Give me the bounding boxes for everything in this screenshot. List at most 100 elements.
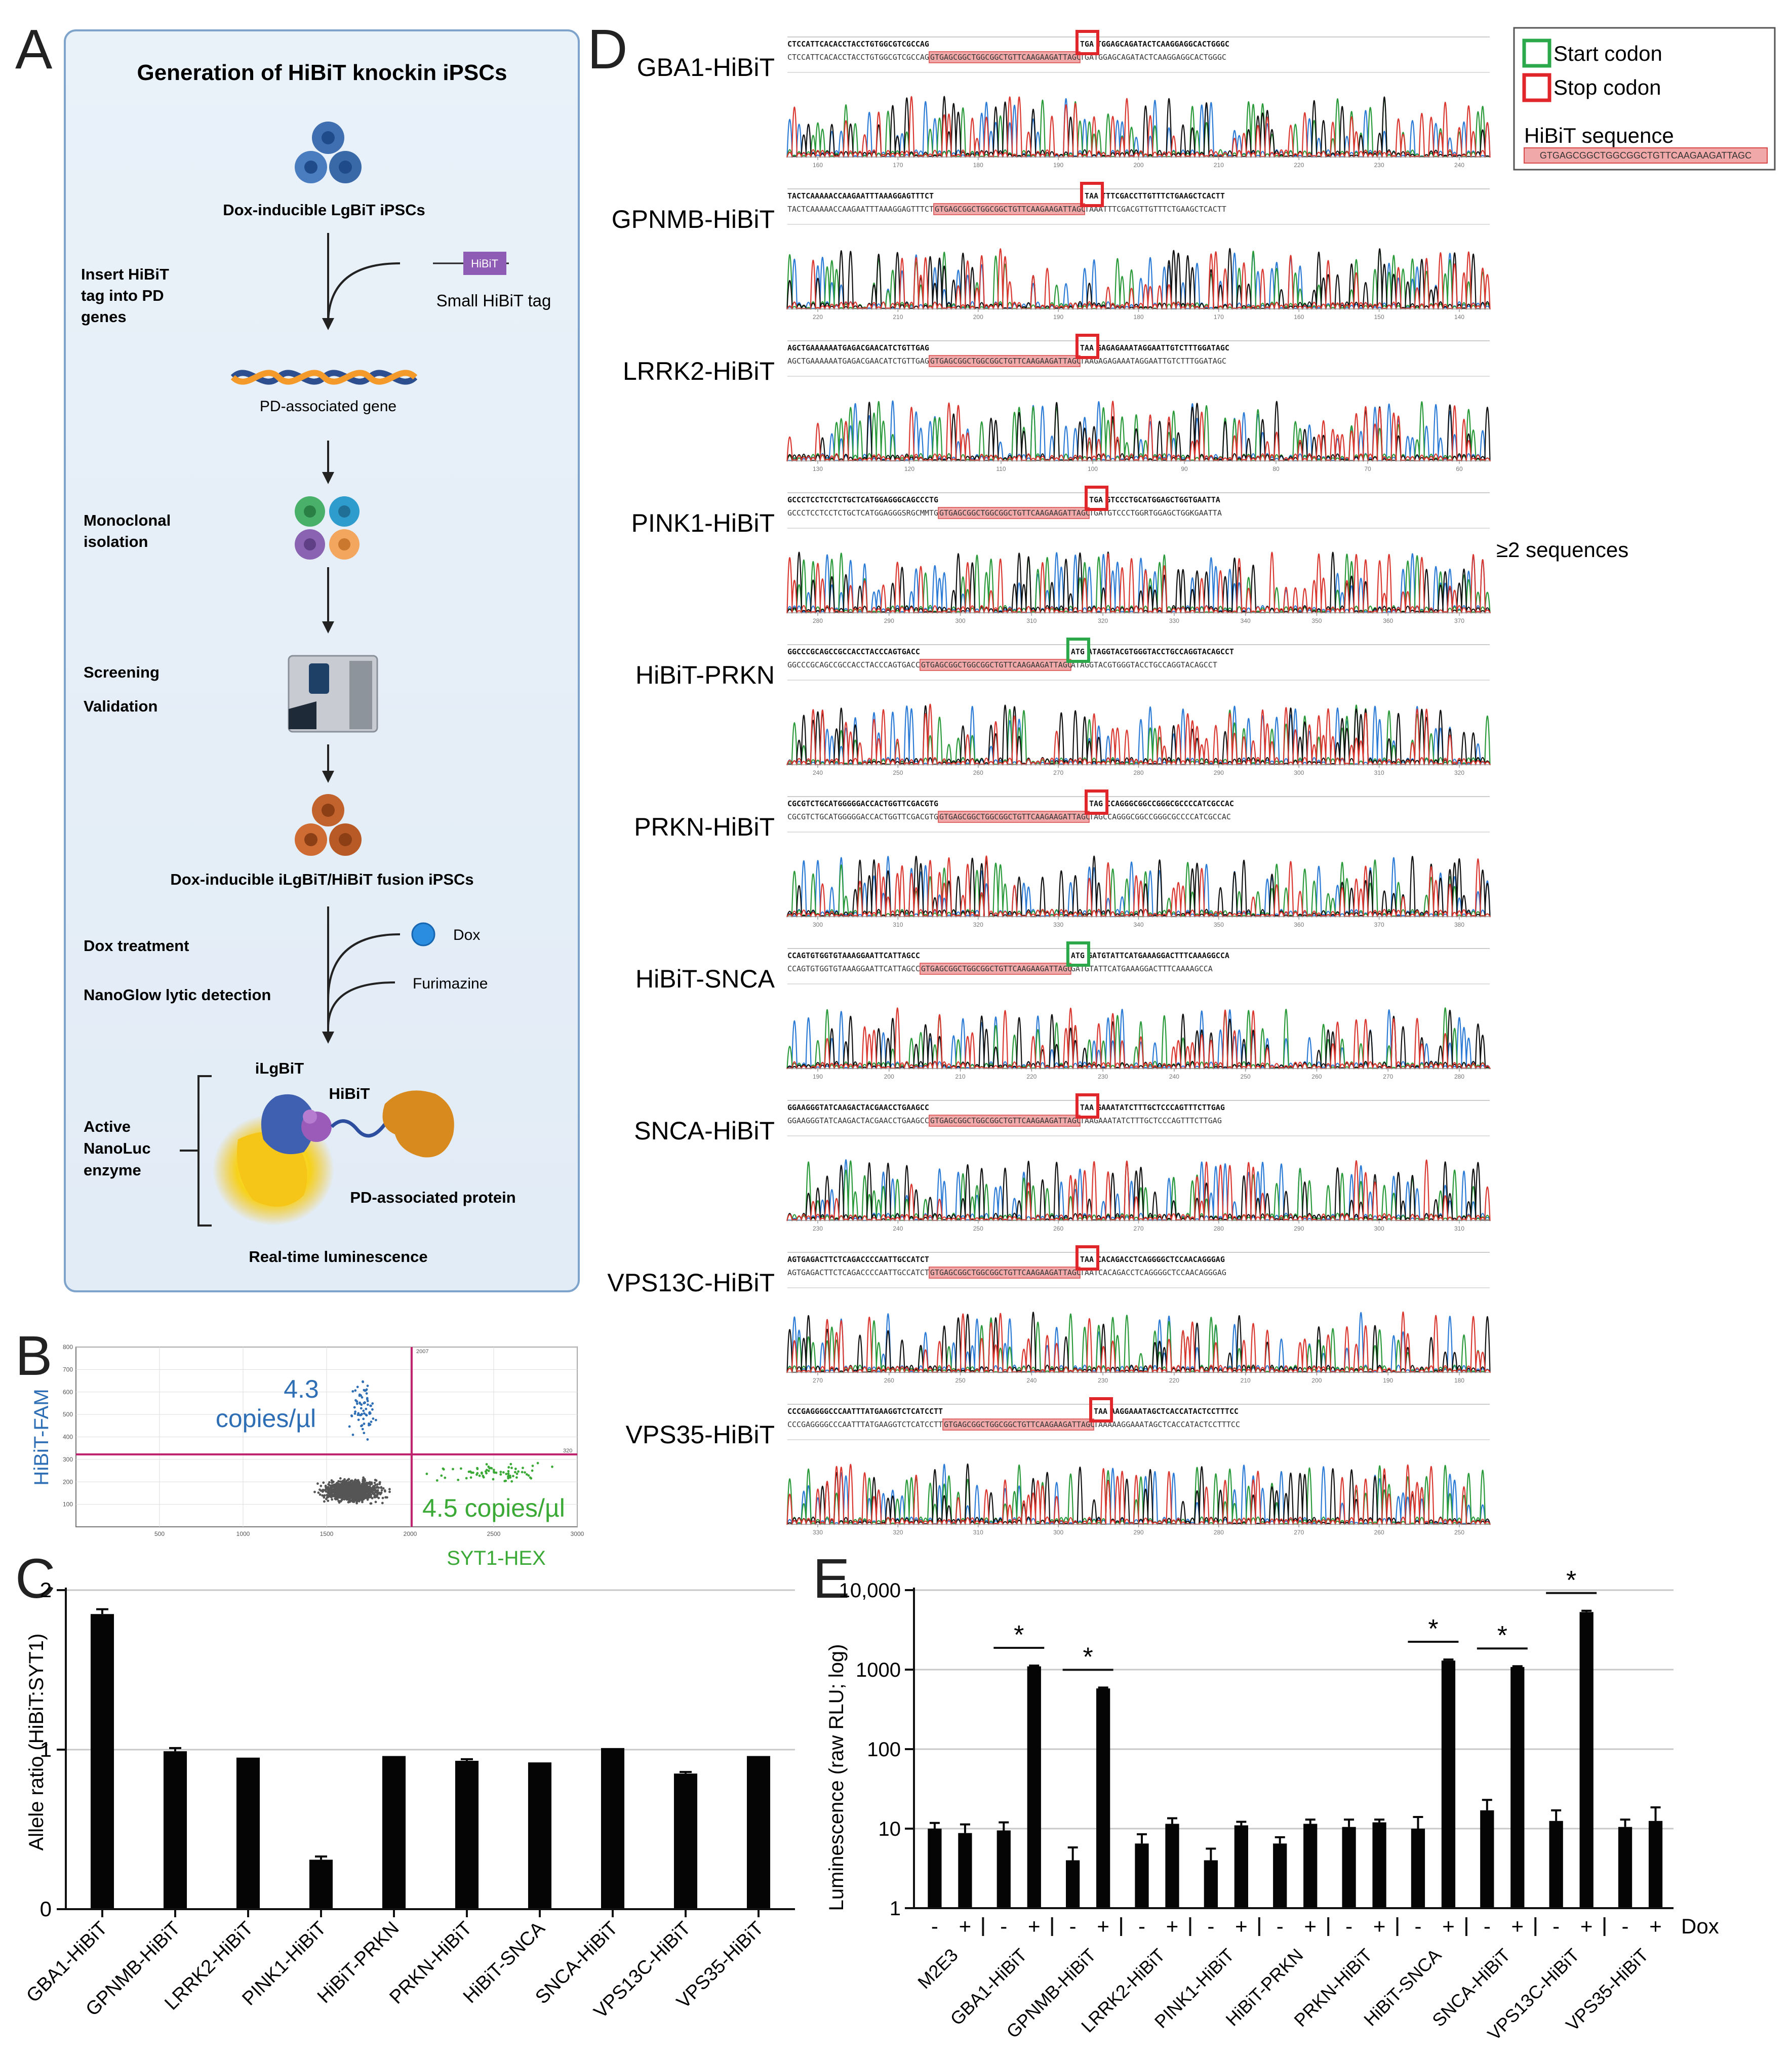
sequence-row: SNCA-HiBiT GGAAGGGTATCAAGACTACGAACCTGAAGC… — [634, 1093, 1491, 1232]
allele-ratio-bar — [673, 1773, 698, 1909]
negative-droplet — [341, 1497, 343, 1500]
negative-droplet — [357, 1489, 361, 1492]
hibit-positive-droplet — [366, 1400, 369, 1403]
negative-droplet — [348, 1485, 351, 1488]
dox-minus-bar — [1066, 1860, 1080, 1908]
reference-seq-left: GGAAGGGTATCAAGACTACGAACCTGAAGCC — [787, 1103, 929, 1112]
negative-droplet — [381, 1496, 384, 1499]
syt1-positive-droplet — [457, 1479, 460, 1481]
dox-minus-bar — [1480, 1810, 1494, 1908]
hibit-positive-droplet — [375, 1418, 377, 1421]
dox-plus-label: + — [1580, 1914, 1593, 1938]
read-seq-left: GGAAGGGTATCAAGACTACGAACCTGAAGCC — [787, 1116, 929, 1125]
chromatogram-tick-label: 310 — [1026, 617, 1037, 624]
step-dox-treatment: Dox treatment — [84, 937, 189, 955]
syt1-positive-droplet — [425, 1473, 428, 1475]
c-y-tick-label: 2 — [40, 1578, 52, 1602]
sequence-row-title: PRKN-HiBiT — [634, 813, 775, 841]
chromatogram-tick-label: 240 — [1169, 1073, 1179, 1080]
hibit-positive-droplet — [369, 1404, 372, 1407]
e-x-tick-label: M2E3 — [913, 1945, 962, 1993]
negative-droplet — [362, 1491, 365, 1494]
sequence-row: VPS13C-HiBiT AGTGAGACTTCTCAGACCCCAATTGCCA… — [607, 1245, 1491, 1384]
syt1-positive-droplet — [475, 1473, 478, 1476]
negative-droplet — [324, 1484, 327, 1487]
stop-codon-box — [1075, 334, 1100, 359]
reference-codon: ATG — [1071, 647, 1085, 656]
hibit-positive-droplet — [361, 1428, 364, 1431]
reference-seq-left: CTCCATTCACACCTACCTGTGGCGTCGCCAG — [787, 39, 929, 49]
chromatogram-tick-label: 90 — [1181, 465, 1188, 472]
negative-droplet — [337, 1480, 340, 1483]
negative-droplet — [339, 1477, 342, 1480]
hibit-positive-droplet — [354, 1389, 357, 1392]
negative-droplet — [334, 1489, 337, 1492]
hibit-positive-droplet — [370, 1420, 373, 1424]
negative-droplet — [325, 1490, 328, 1493]
e-y-tick-label: 10 — [879, 1818, 901, 1840]
monoclonal-cells-icon — [295, 496, 360, 560]
chromatogram-trace — [786, 551, 1491, 614]
hibit-insert-highlight — [938, 811, 1090, 823]
panel-d-sequencing: GBA1-HiBiT CTCCATTCACACCTACCTGTGGCGTCGCCA… — [607, 27, 1776, 1536]
allele-ratio-bar — [236, 1757, 260, 1909]
negative-droplet — [320, 1484, 323, 1487]
reference-codon: TAA — [1080, 1103, 1094, 1112]
negative-droplet — [366, 1498, 369, 1501]
dox-minus-label: - — [931, 1914, 938, 1938]
c-y-tick-label: 0 — [40, 1897, 52, 1921]
start-codon-box — [1066, 941, 1090, 967]
allele-ratio-bar — [746, 1756, 771, 1909]
hibit-insert-highlight — [942, 1418, 1094, 1431]
chromatogram-tick-label: 240 — [813, 769, 823, 776]
chromatogram-trace — [786, 1159, 1491, 1221]
allele-ratio-bar — [455, 1761, 479, 1909]
syt1-positive-droplet — [487, 1470, 490, 1472]
syt1-positive-droplet — [476, 1467, 479, 1470]
reference-codon: TGA — [1080, 39, 1094, 49]
arrow-head-icon — [322, 318, 334, 330]
hibit-positive-droplet — [361, 1396, 364, 1399]
significance-asterisk: * — [1497, 1621, 1507, 1650]
chromatogram-tick-label: 180 — [1454, 1377, 1464, 1384]
negative-droplet — [331, 1498, 334, 1501]
chromatogram-tick-label: 280 — [1214, 1529, 1224, 1536]
negative-droplet — [388, 1490, 391, 1493]
dox-minus-bar — [1549, 1821, 1563, 1908]
negative-droplet — [337, 1499, 340, 1503]
negative-droplet — [343, 1485, 346, 1488]
ilgbit-label: iLgBiT — [255, 1059, 304, 1077]
chromatogram-tick-label: 300 — [1053, 1529, 1063, 1536]
active-line3: enzyme — [84, 1161, 141, 1179]
hibit-positive-droplet — [363, 1412, 366, 1415]
negative-droplet — [339, 1485, 342, 1488]
chromatogram-trace — [786, 401, 1491, 462]
negative-droplet — [317, 1491, 320, 1494]
negative-droplet — [349, 1494, 352, 1497]
negative-droplet — [327, 1499, 330, 1503]
dox-plus-label: + — [1373, 1914, 1386, 1938]
chromatogram-tick-label: 290 — [1294, 1225, 1304, 1232]
dna-helix-icon — [230, 370, 418, 385]
stop-codon-box — [1084, 789, 1109, 815]
negative-droplet — [357, 1481, 361, 1484]
negative-droplet — [381, 1501, 384, 1505]
ddpcr-y-tick: 300 — [63, 1456, 73, 1463]
syt1-positive-droplet — [508, 1474, 511, 1477]
hibit-positive-droplet — [351, 1390, 354, 1393]
reference-codon: TAA — [1085, 191, 1098, 201]
read-hibit-insert: GTGAGCGGCTGGCGGCTGTTCAAGAAGATTAGC — [921, 660, 1072, 669]
chromatogram-tick-label: 180 — [973, 162, 983, 169]
dox-minus-bar — [997, 1830, 1011, 1908]
chromatogram-tick-label: 210 — [893, 313, 903, 321]
negative-droplet — [377, 1496, 380, 1499]
chromatogram-tick-label: 160 — [1294, 313, 1304, 321]
negative-droplet — [335, 1496, 337, 1499]
chromatogram-tick-label: 200 — [1133, 162, 1143, 169]
read-seq-right: TAAGAGAGAAATAGGAATTGTCTTTGGATAGC — [1080, 357, 1226, 366]
negative-droplet — [331, 1486, 333, 1489]
chromatogram-tick-label: 230 — [1098, 1073, 1108, 1080]
negative-droplet — [365, 1491, 367, 1494]
dox-minus-label: - — [1069, 1914, 1077, 1938]
